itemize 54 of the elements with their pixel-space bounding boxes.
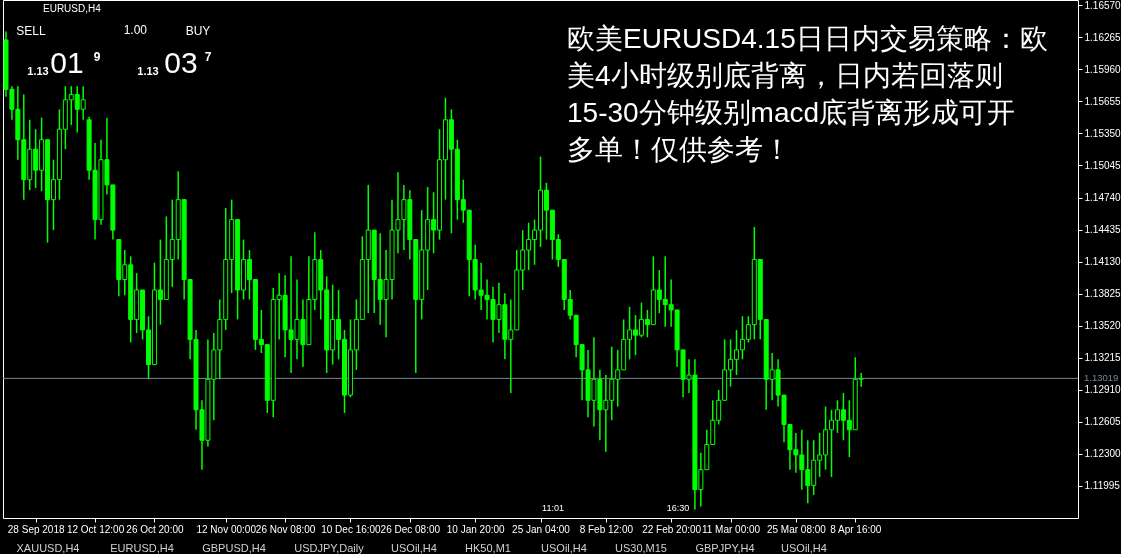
x-tick-label: 8 Feb 12:00 [579,523,634,535]
text: EURUSD,H4 [110,542,174,554]
x-tick-label: 11 Mar 00:00 [701,523,761,535]
text: GBPUSD,H4 [202,542,266,554]
y-tick-label: 1.16265 [1084,31,1122,43]
annotation: 7 [204,50,212,64]
y-tick-label: 1.12300 [1084,448,1122,460]
text: HK50,M1 [465,542,511,554]
x-tick-label: 28 Sep 2018 [7,523,65,535]
x-tick-label: 8 Apr 16:00 [830,523,882,535]
text: US30,M15 [615,542,667,554]
x-tick-label: 10 Jan 20:00 [446,523,506,535]
annotation: BUY [185,24,211,38]
text: USDJPY,Daily [294,542,365,554]
annotation: EURUSD,H4 [43,3,102,14]
x-tick-label: 12 Oct 12:00 [66,523,125,535]
y-tick-label: 1.16570 [1084,0,1122,11]
text: GBPJPY,H4 [695,542,755,554]
text: 欧美EURUSD4.15日日内交易策略：欧美4小时级别底背离，日内若回落则15-30分钟级别macd底背离形成可开多单！仅供参考！ [567,23,1048,165]
y-tick-label: 1.14130 [1084,256,1122,268]
x-tick-label: 25 Jan 04:00 [512,523,571,535]
annotation: 01 [50,46,84,79]
y-tick-label: 1.15655 [1084,95,1122,107]
ref-line-label: 1.13019 [1084,372,1119,384]
y-tick-label: 1.14435 [1084,224,1122,236]
annotation: 1.13 [137,65,159,77]
y-tick-label: 1.13825 [1084,288,1122,300]
x-tick-label: 26 Dec 08:00 [380,523,441,535]
annotation: SELL [16,24,46,38]
y-tick-label: 1.15045 [1084,159,1122,171]
x-tick-label: 10 Dec 16:00 [321,523,382,535]
x-tick-label: 25 Mar 08:00 [766,523,827,535]
y-tick-label: 1.11995 [1084,480,1121,492]
y-tick-label: 1.13215 [1084,352,1122,364]
x-tick-label: 26 Nov 08:00 [255,523,316,535]
annotation: 9 [93,50,101,64]
y-tick-label: 1.13520 [1084,320,1122,332]
text: USOil,H4 [781,542,827,554]
annotation: 1.00 [123,23,148,37]
y-tick-label: 1.12605 [1084,416,1122,428]
annotation: 03 [164,46,198,79]
x-tick-label: 12 Nov 00:00 [196,523,257,535]
annotation: 11:01 [542,503,564,513]
annotation: 1.13 [27,65,49,77]
text: XAUUSD,H4 [16,542,80,554]
text: USOil,H4 [541,542,587,554]
y-tick-label: 1.15350 [1084,127,1122,139]
x-tick-label: 26 Oct 20:00 [126,523,185,535]
y-tick-label: 1.12910 [1084,384,1122,396]
text: USOil,H4 [391,542,437,554]
y-tick-label: 1.14740 [1084,192,1122,204]
annotation: 16:30 [666,503,690,513]
y-tick-label: 1.15960 [1084,63,1122,75]
x-tick-label: 22 Feb 20:00 [642,523,702,535]
